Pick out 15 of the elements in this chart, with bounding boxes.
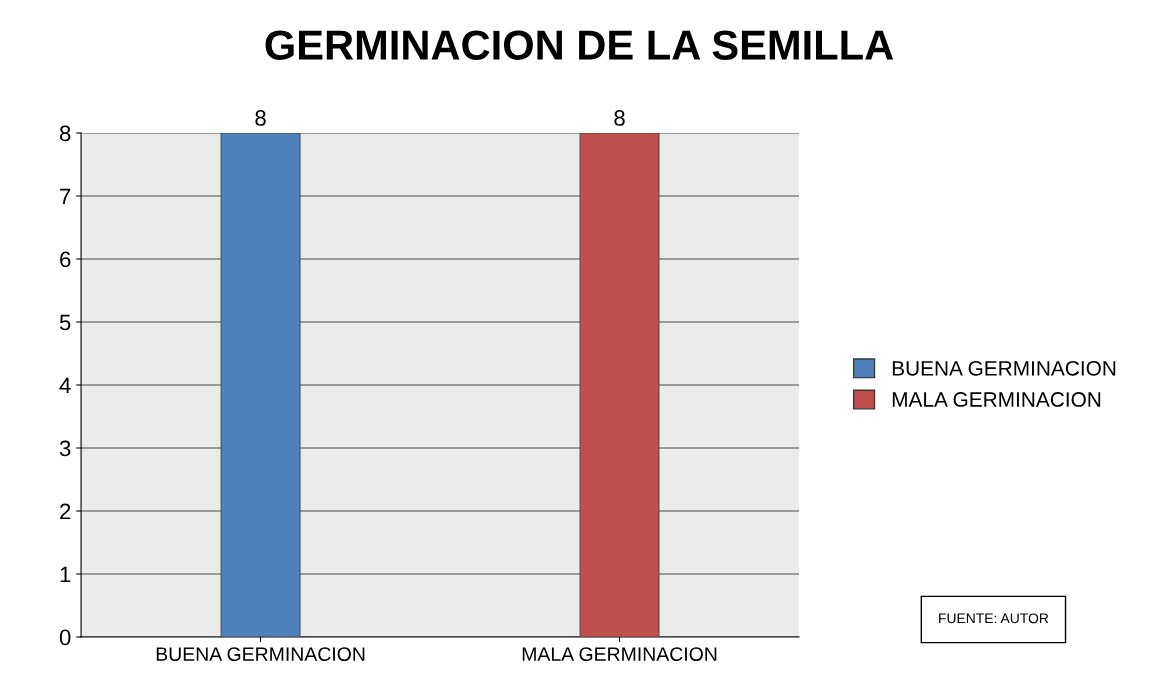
y-tick-label: 7 [60, 188, 71, 205]
y-tick-label: 5 [59, 314, 71, 331]
legend-label: MALA GERMINACION [892, 392, 1101, 407]
y-tick-label: 4 [59, 377, 71, 394]
chart-title: GERMINACION DE LA SEMILLA [265, 30, 894, 60]
source-note: FUENTE: AUTOR [939, 613, 1049, 624]
legend-label: BUENA GERMINACION [892, 360, 1116, 376]
y-tick-label: 2 [60, 503, 71, 520]
y-tick-label: 8 [59, 125, 71, 142]
data-label: 8 [255, 110, 266, 126]
y-tick-label: 3 [59, 440, 71, 457]
y-tick-label: 1 [60, 566, 71, 583]
y-tick-label: 0 [59, 629, 71, 646]
data-label: 8 [614, 110, 625, 126]
y-tick-label: 6 [60, 251, 71, 268]
